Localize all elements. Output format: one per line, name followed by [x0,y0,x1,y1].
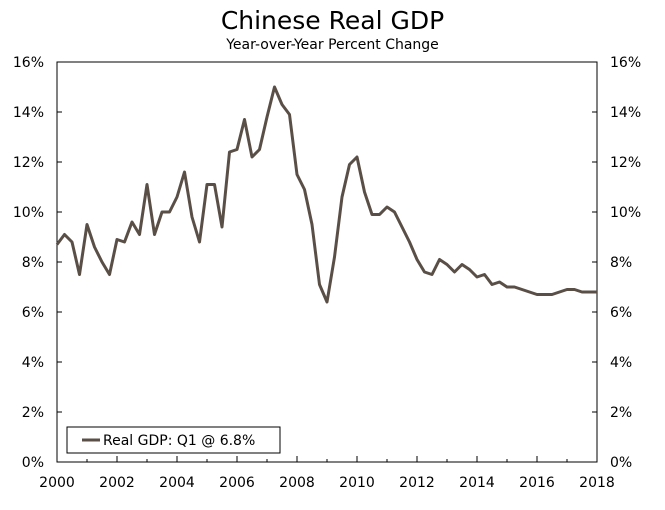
y-tick-label-right: 8% [610,255,632,271]
x-tick-label: 2016 [519,475,555,491]
x-tick-label: 2018 [579,475,615,491]
x-tick-label: 2000 [39,475,75,491]
x-tick-label: 2008 [279,475,315,491]
x-tick-label: 2004 [159,475,195,491]
y-tick-label-right: 0% [610,455,632,471]
plot-frame [56,61,598,463]
x-tick-label: 2006 [219,475,255,491]
y-tick-label-right: 4% [610,355,632,371]
series-line-real-gdp [55,85,597,304]
x-tick-label: 2012 [399,475,435,491]
y-tick-label-right: 16% [610,55,641,71]
y-tick-label-left: 0% [22,455,44,471]
y-tick-label-left: 16% [13,55,44,71]
legend-label: Real GDP: Q1 @ 6.8% [103,433,255,449]
axis-ticks [57,111,597,462]
y-tick-label-right: 10% [610,205,641,221]
legend: Real GDP: Q1 @ 6.8% [66,426,281,454]
y-tick-label-right: 12% [610,155,641,171]
chart-subtitle: Year-over-Year Percent Change [226,37,439,53]
x-tick-label: 2010 [339,475,375,491]
y-tick-label-right: 14% [610,105,641,121]
x-tick-label: 2002 [99,475,135,491]
chart-title: Chinese Real GDP [220,6,445,35]
y-tick-label-right: 6% [610,305,632,321]
y-tick-label-left: 8% [22,255,44,271]
y-tick-label-left: 10% [13,205,44,221]
x-tick-label: 2014 [459,475,495,491]
legend-box [66,426,281,454]
y-tick-label-left: 4% [22,355,44,371]
y-tick-label-left: 6% [22,305,44,321]
y-tick-label-left: 14% [13,105,44,121]
y-tick-label-right: 2% [610,405,632,421]
tick-labels: 0% 0% 2% 2% 4% 4% 6% 6% 8% 8% 10% 10% 12% 12% 14% 14% 16… [13,55,641,491]
y-tick-label-left: 12% [13,155,44,171]
y-tick-label-left: 2% [22,405,44,421]
